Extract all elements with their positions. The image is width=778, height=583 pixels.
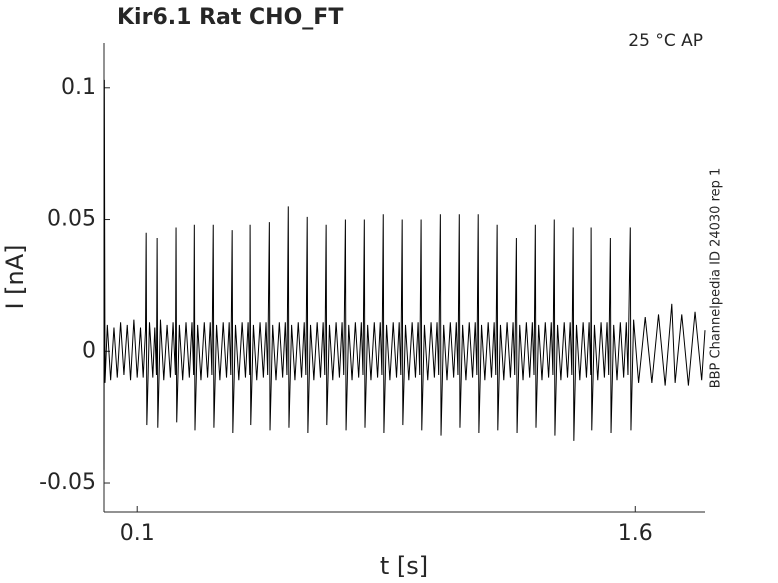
chart-title: Kir6.1 Rat CHO_FT: [117, 5, 343, 30]
x-axis-label: t [s]: [380, 552, 428, 580]
y-tick-label: -0.05: [39, 470, 96, 495]
x-tick-label: 1.6: [618, 521, 653, 546]
current-trace: [103, 79, 706, 470]
y-tick-label: 0.1: [61, 75, 96, 100]
y-axis-label: I [nA]: [1, 244, 29, 309]
y-tick-label: 0.05: [47, 207, 96, 232]
y-tick-label: 0: [82, 338, 96, 363]
x-tick-label: 0.1: [120, 521, 155, 546]
annotation: BBP Channelpedia ID 24030 rep 1: [709, 168, 724, 389]
chart-subtitle: 25 °C AP: [628, 31, 703, 51]
